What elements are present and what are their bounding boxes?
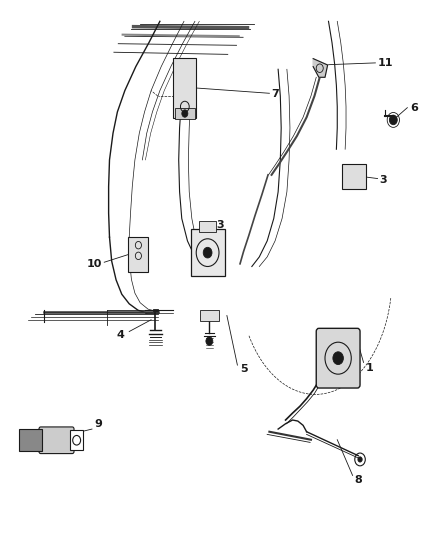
Circle shape: [206, 337, 213, 345]
FancyBboxPatch shape: [342, 164, 366, 189]
Circle shape: [182, 110, 188, 117]
Text: 3: 3: [379, 175, 387, 184]
FancyBboxPatch shape: [173, 58, 196, 118]
Text: 9: 9: [94, 418, 102, 429]
Text: 6: 6: [410, 103, 418, 113]
Text: 7: 7: [272, 90, 279, 99]
Text: 1: 1: [366, 363, 374, 373]
Text: 8: 8: [355, 475, 363, 484]
Circle shape: [389, 115, 397, 125]
Text: 4: 4: [117, 330, 125, 340]
Circle shape: [203, 247, 212, 258]
FancyBboxPatch shape: [199, 221, 216, 232]
FancyBboxPatch shape: [70, 430, 83, 450]
Text: 5: 5: [240, 364, 247, 374]
FancyBboxPatch shape: [175, 108, 195, 119]
FancyBboxPatch shape: [19, 429, 42, 451]
Text: 11: 11: [378, 58, 393, 68]
FancyBboxPatch shape: [128, 237, 148, 272]
Text: 3: 3: [217, 220, 224, 230]
FancyBboxPatch shape: [200, 310, 219, 321]
FancyBboxPatch shape: [316, 328, 360, 388]
FancyBboxPatch shape: [39, 427, 74, 454]
FancyBboxPatch shape: [191, 229, 225, 276]
Polygon shape: [313, 59, 328, 77]
Circle shape: [333, 352, 343, 365]
Circle shape: [358, 457, 362, 462]
Text: 10: 10: [86, 259, 102, 269]
